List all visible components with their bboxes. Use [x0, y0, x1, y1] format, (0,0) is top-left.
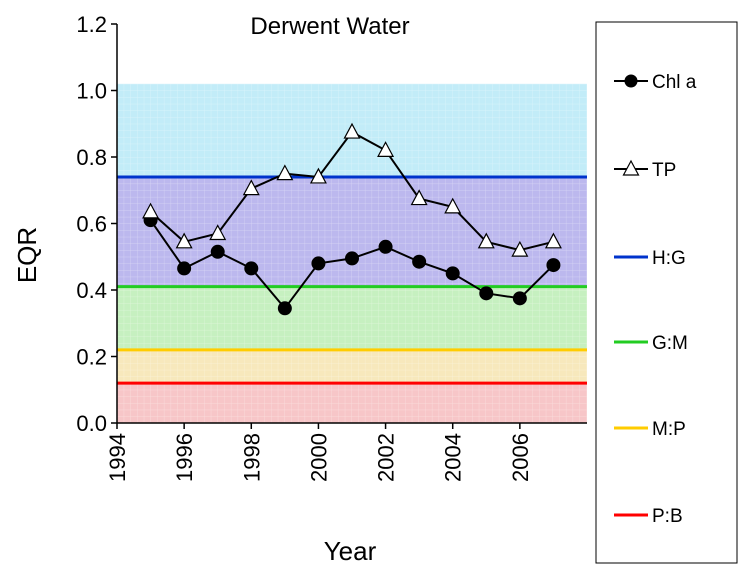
legend-label: G:M	[652, 333, 688, 354]
point	[311, 256, 326, 271]
x-axis-label: Year	[324, 536, 377, 566]
point	[412, 254, 427, 269]
legend-label: H:G	[652, 248, 686, 269]
point	[546, 258, 561, 273]
point	[343, 122, 361, 139]
point	[276, 164, 294, 181]
point	[242, 179, 260, 196]
point	[209, 224, 227, 241]
x-tick-label: 2000	[306, 433, 331, 482]
y-tick-label: 0.6	[76, 212, 107, 237]
point	[177, 261, 192, 276]
point	[244, 261, 259, 276]
y-tick-label: 0.2	[76, 345, 107, 370]
point	[479, 286, 494, 301]
legend-label: P:B	[652, 506, 683, 527]
point	[410, 189, 428, 206]
legend-marker	[622, 159, 640, 176]
x-tick-label: 1996	[172, 433, 197, 482]
legend-box	[595, 21, 738, 564]
point	[444, 197, 462, 214]
y-tick-label: 0.0	[76, 411, 107, 436]
y-tick-label: 0.4	[76, 278, 107, 303]
point	[511, 240, 529, 257]
point	[175, 232, 193, 249]
legend-label: Chl a	[652, 72, 697, 93]
point	[445, 266, 460, 281]
x-tick-label: 1994	[105, 433, 130, 482]
point	[377, 141, 395, 157]
y-axis-label: EQR	[12, 227, 42, 283]
x-tick-label: 2006	[508, 433, 533, 482]
x-tick-label: 2002	[374, 433, 399, 482]
y-tick-label: 1.0	[76, 79, 107, 104]
point	[378, 239, 393, 254]
point	[277, 301, 292, 316]
point	[210, 244, 225, 259]
x-tick-label: 2004	[441, 433, 466, 482]
point	[512, 291, 527, 306]
legend-label: M:P	[652, 419, 686, 440]
plot	[117, 175, 587, 385]
legend-label: TP	[652, 160, 676, 181]
point	[477, 232, 495, 249]
chart-title: Derwent Water	[250, 13, 409, 40]
x-tick-label: 1998	[239, 433, 264, 482]
point	[309, 167, 327, 184]
point	[345, 251, 359, 266]
point	[142, 202, 160, 219]
y-tick-label: 1.2	[76, 12, 107, 37]
point	[544, 232, 562, 249]
y-tick-label: 0.8	[76, 145, 107, 170]
legend-marker	[624, 74, 638, 88]
